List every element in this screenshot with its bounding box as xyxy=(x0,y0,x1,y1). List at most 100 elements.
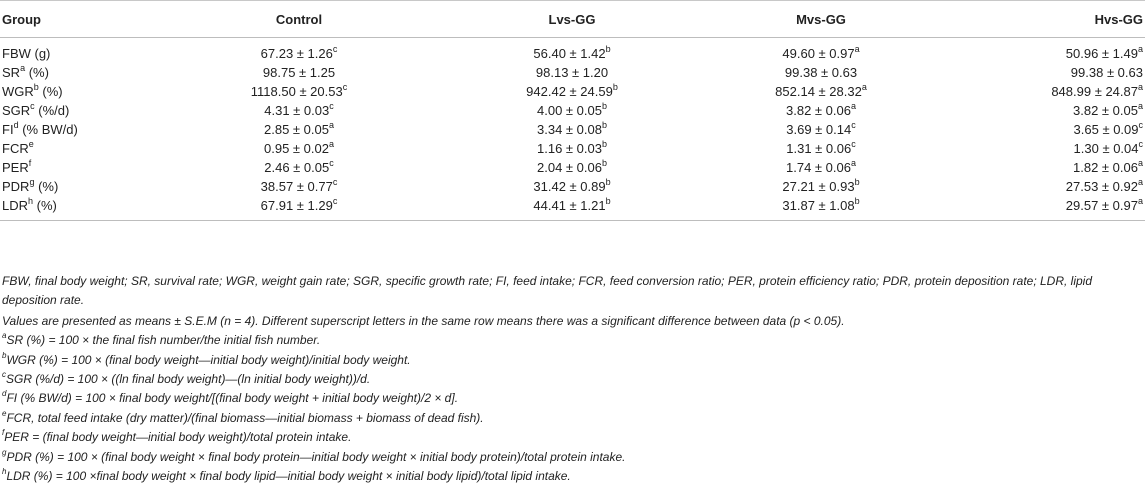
significance-letter: a xyxy=(854,43,860,54)
table-cell: 56.40 ± 1.42b xyxy=(428,38,686,64)
row-label-superscript: f xyxy=(28,157,32,168)
row-label-unit: (%) xyxy=(34,179,59,194)
significance-letter: b xyxy=(605,195,611,206)
footnote-values: Values are presented as means ± S.E.M (n… xyxy=(2,313,845,328)
significance-letter: b xyxy=(601,138,607,149)
footnote-formula-text: FCR, total feed intake (dry matter)/(fin… xyxy=(6,410,484,425)
table-row: SGRc (%/d) 4.31 ± 0.03c 4.00 ± 0.05b 3.82 ±… xyxy=(0,101,1145,120)
table-cell: 3.82 ± 0.05a xyxy=(944,101,1145,120)
table-cell: 942.42 ± 24.59b xyxy=(428,82,686,101)
footnote-formula-text: PDR (%) = 100 × (final body weight × fin… xyxy=(6,449,626,464)
row-label-text: PDR xyxy=(2,179,30,194)
row-label-text: FBW (g) xyxy=(2,46,51,61)
footnote-formula-text: LDR (%) = 100 ×final body weight × final… xyxy=(6,469,571,484)
table-cell: 67.91 ± 1.29c xyxy=(170,196,428,221)
cell-value: 3.34 ± 0.08 xyxy=(537,122,602,137)
significance-letter: a xyxy=(1137,43,1143,54)
table-cell: 3.34 ± 0.08b xyxy=(428,120,686,139)
significance-letter: c xyxy=(1138,119,1144,130)
significance-letter: c xyxy=(332,43,338,54)
column-header-lvs-gg: Lvs-GG xyxy=(428,0,686,38)
significance-letter: b xyxy=(601,100,607,111)
cell-value: 4.00 ± 0.05 xyxy=(537,103,602,118)
table-cell: 0.95 ± 0.02a xyxy=(170,139,428,158)
significance-letter: b xyxy=(601,157,607,168)
row-label-superscript: e xyxy=(28,138,34,149)
cell-value: 56.40 ± 1.42 xyxy=(533,46,606,61)
cell-value: 67.91 ± 1.29 xyxy=(260,198,333,213)
table-cell: 27.53 ± 0.92a xyxy=(944,177,1145,196)
row-label-text: FCR xyxy=(2,141,29,156)
significance-letter: a xyxy=(328,119,334,130)
cell-value: 1.30 ± 0.04 xyxy=(1073,141,1139,156)
column-header-group: Group xyxy=(0,0,170,38)
footnote-formula-text: WGR (%) = 100 × (final body weight—initi… xyxy=(6,352,411,367)
table-cell: 27.21 ± 0.93b xyxy=(686,177,944,196)
cell-value: 852.14 ± 28.32 xyxy=(775,84,862,99)
footnote-marker: h xyxy=(2,467,7,477)
footnote-marker: d xyxy=(2,389,7,399)
cell-value: 99.38 ± 0.63 xyxy=(784,65,858,80)
row-label-superscript: d xyxy=(13,119,19,130)
table-footnotes: FBW, final body weight; SR, survival rat… xyxy=(2,272,1142,486)
table-cell: 1118.50 ± 20.53c xyxy=(170,82,428,101)
table-cell: 99.38 ± 0.63 xyxy=(686,63,944,82)
row-label-superscript: h xyxy=(28,195,34,206)
cell-value: 2.85 ± 0.05 xyxy=(264,122,329,137)
footnote-formula: cSGR (%/d) = 100 × ((ln final body weigh… xyxy=(2,370,1142,389)
cell-value: 27.21 ± 0.93 xyxy=(782,179,855,194)
footnote-formula: gPDR (%) = 100 × (final body weight × fi… xyxy=(2,448,1142,467)
table-cell: 67.23 ± 1.26c xyxy=(170,38,428,64)
row-label-unit: (%/d) xyxy=(34,103,70,118)
table-cell: 31.42 ± 0.89b xyxy=(428,177,686,196)
row-label-text: LDR xyxy=(2,198,29,213)
row-label: WGRb (%) xyxy=(0,82,170,101)
significance-letter: c xyxy=(851,138,856,149)
cell-value: 2.04 ± 0.06 xyxy=(537,160,602,175)
footnote-formula-text: PER = (final body weight—initial body we… xyxy=(4,430,352,445)
cell-value: 3.82 ± 0.06 xyxy=(786,103,851,118)
row-label: LDRh (%) xyxy=(0,196,170,221)
table-cell: 1.74 ± 0.06a xyxy=(686,158,944,177)
column-header-hvs-gg: Hvs-GG xyxy=(944,0,1145,38)
cell-value: 99.38 ± 0.63 xyxy=(1070,65,1143,80)
table-row: PDRg (%) 38.57 ± 0.77c 31.42 ± 0.89b 27.21 … xyxy=(0,177,1145,196)
significance-letter: c xyxy=(329,100,334,111)
table-cell: 29.57 ± 0.97a xyxy=(944,196,1145,221)
row-label-text: SGR xyxy=(2,103,31,118)
table-cell: 49.60 ± 0.97a xyxy=(686,38,944,64)
footnote-formula: aSR (%) = 100 × the final fish number/th… xyxy=(2,331,1142,350)
table-cell: 44.41 ± 1.21b xyxy=(428,196,686,221)
significance-letter: a xyxy=(1137,157,1143,168)
significance-letter: b xyxy=(605,176,611,187)
footnote-marker: b xyxy=(2,350,7,360)
cell-value: 1118.50 ± 20.53 xyxy=(250,84,343,99)
row-label: SGRc (%/d) xyxy=(0,101,170,120)
cell-value: 44.41 ± 1.21 xyxy=(533,198,606,213)
row-label-text: WGR xyxy=(2,84,34,99)
significance-letter: c xyxy=(342,81,348,92)
table-row: LDRh (%) 67.91 ± 1.29c 44.41 ± 1.21b 31.87 … xyxy=(0,196,1145,221)
table-cell: 3.82 ± 0.06a xyxy=(686,101,944,120)
footnote-formula: hLDR (%) = 100 ×final body weight × fina… xyxy=(2,467,1142,486)
row-label-superscript: c xyxy=(30,100,35,111)
row-label: PERf xyxy=(0,158,170,177)
table-cell: 1.31 ± 0.06c xyxy=(686,139,944,158)
row-label-unit: (%) xyxy=(38,84,63,99)
table-cell: 3.69 ± 0.14c xyxy=(686,120,944,139)
cell-value: 49.60 ± 0.97 xyxy=(782,46,855,61)
table-cell: 1.16 ± 0.03b xyxy=(428,139,686,158)
row-label: SRa (%) xyxy=(0,63,170,82)
table-row: FId (% BW/d) 2.85 ± 0.05a 3.34 ± 0.08b 3.69… xyxy=(0,120,1145,139)
cell-value: 3.65 ± 0.09 xyxy=(1073,122,1139,137)
significance-letter: a xyxy=(1137,195,1143,206)
footnote-formula-text: SR (%) = 100 × the final fish number/the… xyxy=(6,333,321,348)
cell-value: 67.23 ± 1.26 xyxy=(260,46,333,61)
cell-value: 1.74 ± 0.06 xyxy=(786,160,851,175)
footnote-formula: dFI (% BW/d) = 100 × final body weight/[… xyxy=(2,389,1142,408)
cell-value: 98.13 ± 1.20 xyxy=(535,65,609,80)
cell-value: 1.31 ± 0.06 xyxy=(786,141,852,156)
table-cell: 1.82 ± 0.06a xyxy=(944,158,1145,177)
footnote-marker: a xyxy=(2,331,7,341)
cell-value: 1.82 ± 0.06 xyxy=(1073,160,1138,175)
